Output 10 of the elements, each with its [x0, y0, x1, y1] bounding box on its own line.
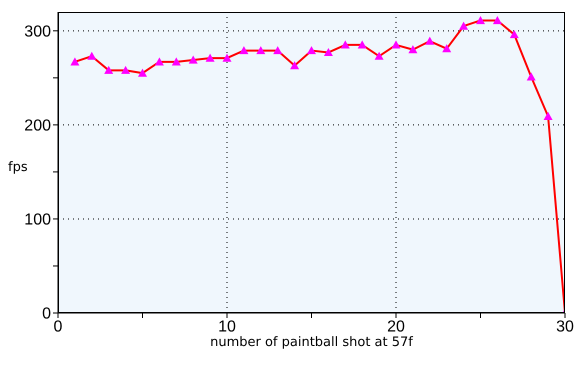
y-tick-label: 300 — [24, 23, 52, 40]
x-tick-label: 0 — [54, 318, 63, 336]
x-tick-label: 20 — [387, 318, 405, 336]
y-tick-label: 200 — [24, 118, 52, 135]
y-tick-label: 0 — [42, 306, 52, 323]
y-tick-label: 100 — [24, 212, 52, 229]
x-tick-label: 10 — [218, 318, 236, 336]
y-axis-title: fps — [8, 160, 28, 175]
x-axis-title: number of paintball shot at 57f — [210, 335, 414, 350]
x-tick-label: 30 — [556, 318, 574, 336]
